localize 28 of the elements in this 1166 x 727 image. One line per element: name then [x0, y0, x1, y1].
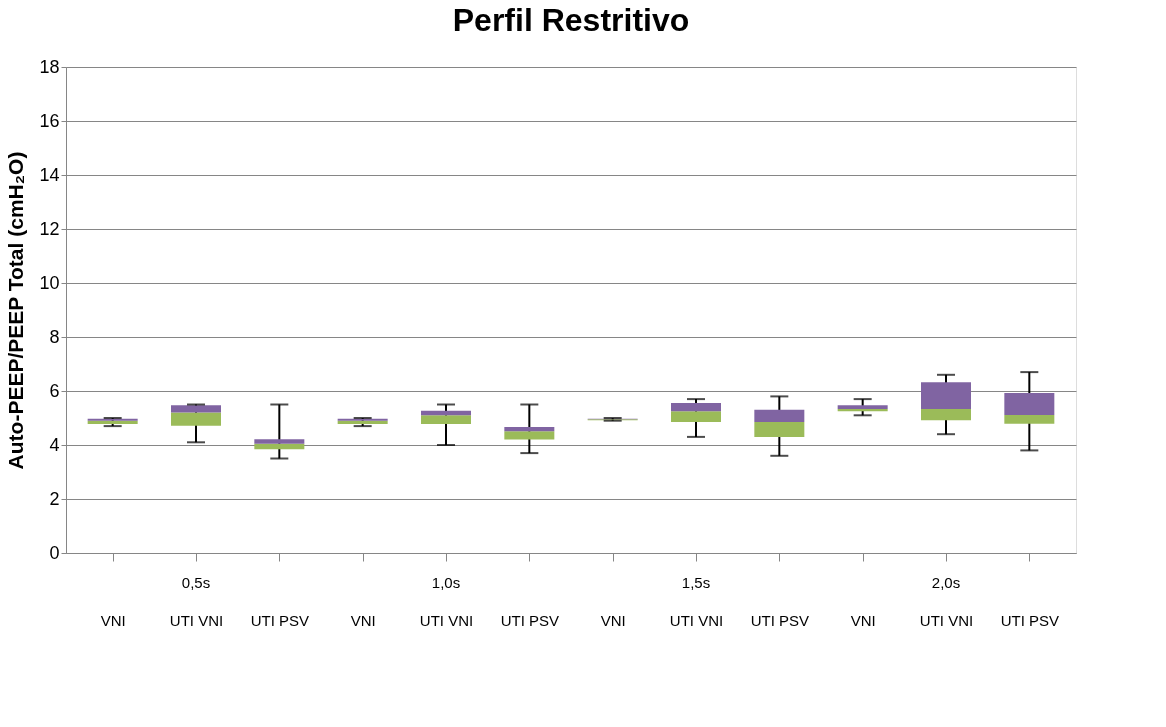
y-axis-title: Auto-PEEP/PEEP Total (cmH₂O)	[4, 151, 28, 470]
x-tick-label: UTI VNI	[419, 611, 474, 629]
text: 2,0s	[931, 574, 961, 591]
x-tick-label: UTI PSV	[250, 611, 310, 629]
chart-title: Perfil Restritivo	[452, 2, 690, 38]
y-tick-label: 6	[49, 380, 60, 401]
x-tick-label: UTI PSV	[750, 611, 810, 629]
y-tick-label: 4	[49, 434, 60, 455]
x-tick-label: UTI VNI	[169, 611, 224, 629]
x-tick-label: VNI	[600, 611, 626, 629]
y-tick-label: 18	[39, 56, 60, 77]
y-tick-label: 0	[49, 542, 60, 563]
x-tick-label: VNI	[350, 611, 376, 629]
x-tick-label: UTI PSV	[500, 611, 560, 629]
y-tick-label: 16	[39, 110, 60, 131]
x-tick-label: UTI VNI	[669, 611, 724, 629]
x-tick-label: VNI	[100, 611, 126, 629]
text: 1,5s	[681, 574, 711, 591]
x-tick-label: UTI PSV	[1000, 611, 1060, 629]
x-tick-label: UTI VNI	[919, 611, 974, 629]
text: 1,0s	[431, 574, 461, 591]
y-tick-label: 2	[49, 488, 60, 509]
y-tick-label: 8	[49, 326, 60, 347]
y-tick-label: 12	[39, 218, 60, 239]
y-tick-label: 10	[39, 272, 60, 293]
x-tick-label: VNI	[850, 611, 876, 629]
y-tick-label: 14	[39, 164, 60, 185]
text: 0,5s	[181, 574, 211, 591]
